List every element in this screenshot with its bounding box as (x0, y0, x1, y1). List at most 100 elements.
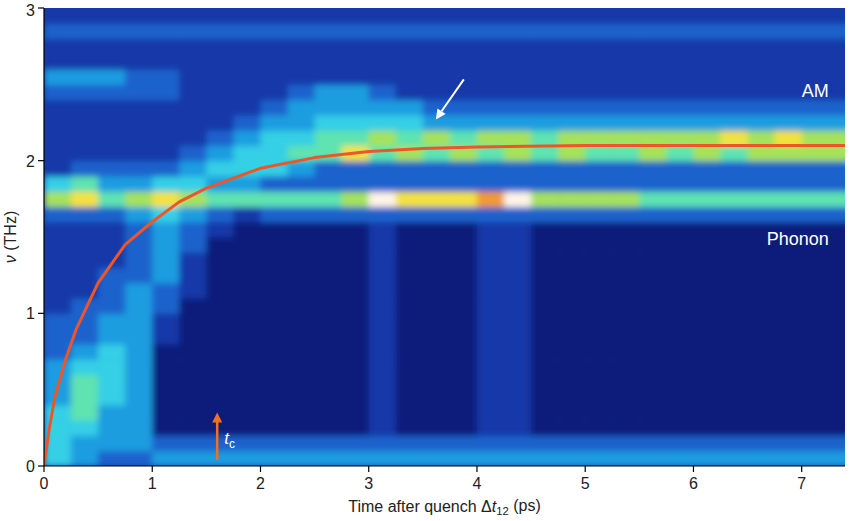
heatmap-cell (829, 313, 845, 329)
heatmap-cell (693, 435, 721, 451)
heatmap-cell (585, 420, 613, 436)
heatmap-cell (233, 8, 261, 24)
heatmap-cell (612, 84, 640, 100)
heatmap-cell (639, 268, 667, 284)
heatmap-cell (721, 420, 749, 436)
x-axis-title: Time after quench Δt12 (ps) (348, 497, 540, 518)
heatmap-cell (260, 84, 288, 100)
heatmap-cell (829, 374, 845, 390)
heatmap-cell (288, 451, 316, 466)
heatmap-cell (775, 100, 803, 116)
heatmap-cell (585, 268, 613, 284)
heatmap-cell (585, 283, 613, 299)
heatmap-cell (423, 451, 451, 466)
heatmap-cell (342, 359, 370, 375)
heatmap-cell (585, 451, 613, 466)
heatmap-cell (585, 329, 613, 345)
heatmap-cell (44, 451, 72, 466)
heatmap-cell (369, 191, 397, 207)
heatmap-cell (125, 39, 153, 55)
heatmap-cell (288, 130, 316, 146)
heatmap-cell (721, 405, 749, 421)
heatmap-cell (206, 8, 234, 24)
heatmap-cell (71, 191, 99, 207)
heatmap-cell (98, 23, 126, 39)
heatmap-cell (125, 84, 153, 100)
heatmap-cell (693, 161, 721, 177)
heatmap-cell (206, 390, 234, 406)
heatmap-cell (477, 298, 505, 314)
heatmap-cell (504, 54, 532, 70)
heatmap-cell (639, 176, 667, 192)
heatmap-cell (829, 161, 845, 177)
heatmap-cells (44, 8, 845, 466)
heatmap-cell (829, 54, 845, 70)
heatmap-cell (477, 54, 505, 70)
heatmap-cell (531, 130, 559, 146)
heatmap-cell (829, 206, 845, 222)
heatmap-cell (693, 100, 721, 116)
heatmap-cell (152, 344, 180, 360)
heatmap-cell (612, 130, 640, 146)
heatmap-cell (721, 329, 749, 345)
heatmap-cell (666, 268, 694, 284)
heatmap-cell (288, 100, 316, 116)
heatmap-cell (585, 115, 613, 131)
heatmap-cell (558, 344, 586, 360)
heatmap-cell (396, 191, 424, 207)
heatmap-cell (829, 451, 845, 466)
heatmap-cell (315, 237, 343, 253)
heatmap-cell (666, 206, 694, 222)
heatmap-cell (396, 451, 424, 466)
heatmap-cell (233, 451, 261, 466)
heatmap-cell (639, 39, 667, 55)
heatmap-cell (666, 54, 694, 70)
heatmap-cell (423, 268, 451, 284)
heatmap-cell (450, 23, 478, 39)
heatmap-cell (288, 84, 316, 100)
heatmap-cell (260, 39, 288, 55)
heatmap-cell (206, 298, 234, 314)
heatmap-cell (260, 252, 288, 268)
heatmap-cell (233, 329, 261, 345)
heatmap-cell (288, 374, 316, 390)
heatmap-cell (44, 54, 72, 70)
heatmap-cell (721, 252, 749, 268)
heatmap-cell (342, 176, 370, 192)
heatmap-cell (612, 451, 640, 466)
heatmap-cell (558, 39, 586, 55)
heatmap-cell (558, 329, 586, 345)
heatmap-cell (450, 69, 478, 85)
heatmap-cell (260, 329, 288, 345)
heatmap-cell (802, 115, 830, 131)
heatmap-cell (693, 268, 721, 284)
heatmap-cell (558, 23, 586, 39)
heatmap-cell (98, 39, 126, 55)
heatmap-cell (369, 130, 397, 146)
heatmap-cell (666, 298, 694, 314)
heatmap-cell (829, 237, 845, 253)
heatmap-cell (477, 206, 505, 222)
heatmap-cell (558, 161, 586, 177)
heatmap-cell (71, 8, 99, 24)
heatmap-cell (504, 130, 532, 146)
heatmap-cell (315, 206, 343, 222)
heatmap-cell (693, 115, 721, 131)
heatmap-cell (477, 405, 505, 421)
heatmap-cell (775, 329, 803, 345)
heatmap-cell (260, 298, 288, 314)
heatmap-cell (612, 161, 640, 177)
heatmap-cell (315, 191, 343, 207)
heatmap-cell (639, 84, 667, 100)
heatmap-cell (71, 451, 99, 466)
heatmap-cell (666, 237, 694, 253)
heatmap-cell (260, 8, 288, 24)
heatmap-cell (802, 130, 830, 146)
heatmap-cell (98, 84, 126, 100)
heatmap-cell (829, 100, 845, 116)
heatmap-cell (802, 313, 830, 329)
heatmap-cell (639, 191, 667, 207)
heatmap-cell (152, 298, 180, 314)
heatmap-cell (775, 451, 803, 466)
heatmap-cell (260, 130, 288, 146)
